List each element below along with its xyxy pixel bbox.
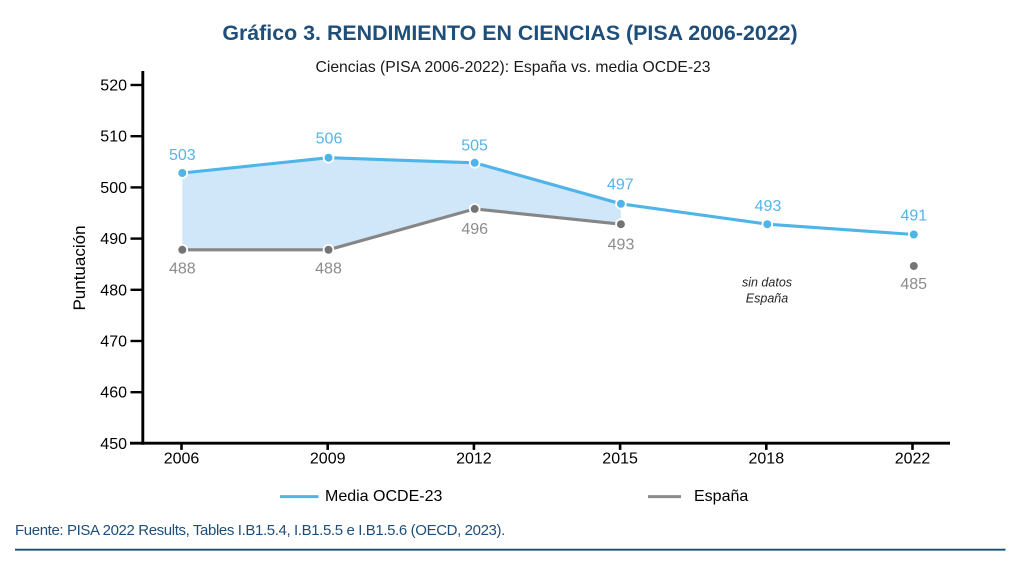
svg-text:497: 497 [607,176,634,193]
svg-text:2009: 2009 [310,451,346,468]
svg-text:Ciencias (PISA 2006-2022): Esp: Ciencias (PISA 2006-2022): España vs. me… [316,59,711,76]
svg-text:460: 460 [100,385,127,402]
svg-text:493: 493 [608,237,635,254]
svg-text:2006: 2006 [164,451,200,468]
svg-text:Gráfico 3. RENDIMIENTO EN CIEN: Gráfico 3. RENDIMIENTO EN CIENCIAS (PISA… [222,21,797,45]
svg-text:450: 450 [100,436,127,453]
svg-text:470: 470 [100,334,127,351]
svg-text:Puntuación: Puntuación [70,225,89,310]
svg-text:503: 503 [169,147,196,164]
svg-text:505: 505 [461,137,488,154]
svg-text:485: 485 [900,276,927,293]
svg-text:Fuente: PISA 2022 Results, Tab: Fuente: PISA 2022 Results, Tables I.B1.5… [15,522,505,539]
svg-text:2018: 2018 [749,451,785,468]
svg-text:2022: 2022 [895,451,931,468]
svg-text:488: 488 [169,260,196,277]
svg-text:500: 500 [100,180,127,197]
svg-text:496: 496 [461,221,488,238]
svg-text:480: 480 [100,282,127,299]
svg-text:491: 491 [900,207,927,224]
svg-text:2012: 2012 [456,451,492,468]
svg-text:2015: 2015 [602,451,638,468]
svg-text:490: 490 [100,231,127,248]
svg-text:España: España [746,292,788,306]
svg-text:488: 488 [315,260,342,277]
svg-text:Media OCDE-23: Media OCDE-23 [325,488,442,505]
svg-text:493: 493 [755,198,782,215]
svg-text:506: 506 [316,130,343,147]
svg-text:sin datos: sin datos [742,276,792,290]
svg-text:España: España [694,488,748,505]
svg-text:510: 510 [100,129,127,146]
svg-text:520: 520 [100,78,127,95]
